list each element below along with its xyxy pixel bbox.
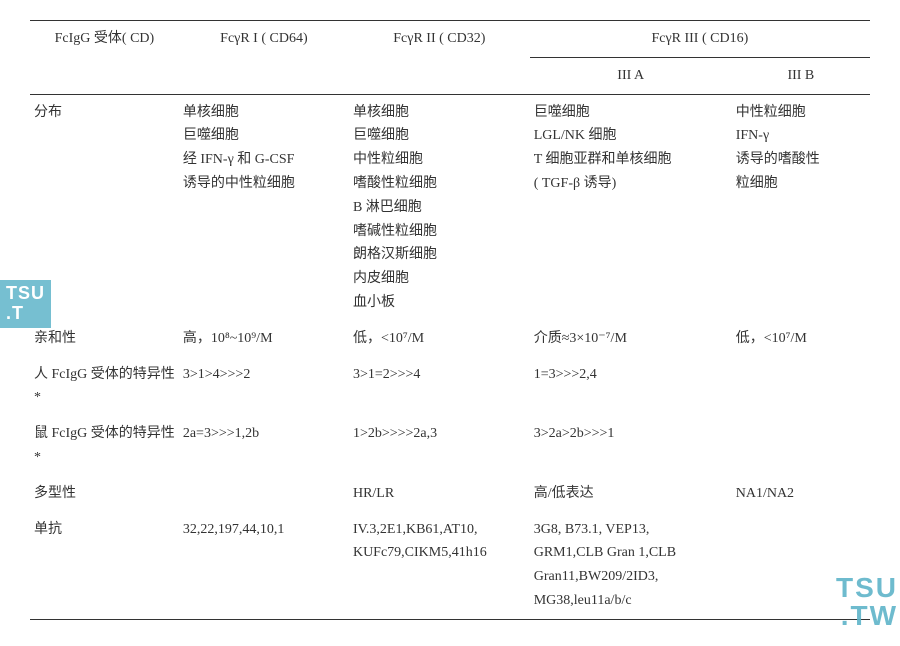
row-label: 单抗 bbox=[30, 512, 179, 620]
cell: 介质≈3×10⁻⁷/M bbox=[530, 321, 732, 357]
cell: 高，10⁸~10⁹/M bbox=[179, 321, 349, 357]
th-col1: FcγR I ( CD64) bbox=[179, 21, 349, 94]
cell: 2a=3>>>1,2b bbox=[179, 416, 349, 476]
cell: 1>2b>>>>2a,3 bbox=[349, 416, 530, 476]
cell: 巨噬细胞 LGL/NK 细胞 T 细胞亚群和单核细胞 ( TGF-β 诱导) bbox=[530, 94, 732, 321]
cell: IV.3,2E1,KB61,AT10, KUFc79,CIKM5,41h16 bbox=[349, 512, 530, 620]
table-row: 人 FcIgG 受体的特异性* 3>1>4>>>2 3>1=2>>>4 1=3>… bbox=[30, 357, 870, 417]
table-row: 单抗 32,22,197,44,10,1 IV.3,2E1,KB61,AT10,… bbox=[30, 512, 870, 620]
cell: 单核细胞 巨噬细胞 中性粒细胞 嗜酸性粒细胞 B 淋巴细胞 嗜碱性粒细胞 朗格汉… bbox=[349, 94, 530, 321]
cell: 单核细胞 巨噬细胞 经 IFN-γ 和 G-CSF 诱导的中性粒细胞 bbox=[179, 94, 349, 321]
cell bbox=[179, 476, 349, 512]
cell: 1=3>>>2,4 bbox=[530, 357, 732, 417]
th-col2: FcγR II ( CD32) bbox=[349, 21, 530, 94]
row-label: 亲和性 bbox=[30, 321, 179, 357]
row-label: 多型性 bbox=[30, 476, 179, 512]
row-label: 鼠 FcIgG 受体的特异性* bbox=[30, 416, 179, 476]
cell bbox=[732, 357, 870, 417]
table-row: 亲和性 高，10⁸~10⁹/M 低，<10⁷/M 介质≈3×10⁻⁷/M 低，<… bbox=[30, 321, 870, 357]
cell: 3>1=2>>>4 bbox=[349, 357, 530, 417]
row-label: 人 FcIgG 受体的特异性* bbox=[30, 357, 179, 417]
cell: 3G8, B73.1, VEP13, GRM1,CLB Gran 1,CLB G… bbox=[530, 512, 732, 620]
th-col3: III A bbox=[530, 57, 732, 93]
cell: HR/LR bbox=[349, 476, 530, 512]
row-label: 分布 bbox=[30, 94, 179, 321]
cell: 32,22,197,44,10,1 bbox=[179, 512, 349, 620]
watermark-right: TSU .TW bbox=[836, 574, 898, 630]
cell: 3>2a>2b>>>1 bbox=[530, 416, 732, 476]
cell: 低，<10⁷/M bbox=[349, 321, 530, 357]
fc-receptor-table: FcIgG 受体( CD) FcγR I ( CD64) FcγR II ( C… bbox=[30, 20, 870, 620]
cell: 3>1>4>>>2 bbox=[179, 357, 349, 417]
cell: NA1/NA2 bbox=[732, 476, 870, 512]
th-group: FcγR III ( CD16) bbox=[530, 21, 870, 58]
table-row: 分布 单核细胞 巨噬细胞 经 IFN-γ 和 G-CSF 诱导的中性粒细胞 单核… bbox=[30, 94, 870, 321]
cell bbox=[732, 416, 870, 476]
watermark-left: TSU .T bbox=[0, 280, 51, 328]
cell: 中性粒细胞 IFN-γ 诱导的嗜酸性 粒细胞 bbox=[732, 94, 870, 321]
table-row: 鼠 FcIgG 受体的特异性* 2a=3>>>1,2b 1>2b>>>>2a,3… bbox=[30, 416, 870, 476]
cell: 高/低表达 bbox=[530, 476, 732, 512]
th-col0: FcIgG 受体( CD) bbox=[30, 21, 179, 94]
th-col4: III B bbox=[732, 57, 870, 93]
table-row: 多型性 HR/LR 高/低表达 NA1/NA2 bbox=[30, 476, 870, 512]
cell: 低，<10⁷/M bbox=[732, 321, 870, 357]
